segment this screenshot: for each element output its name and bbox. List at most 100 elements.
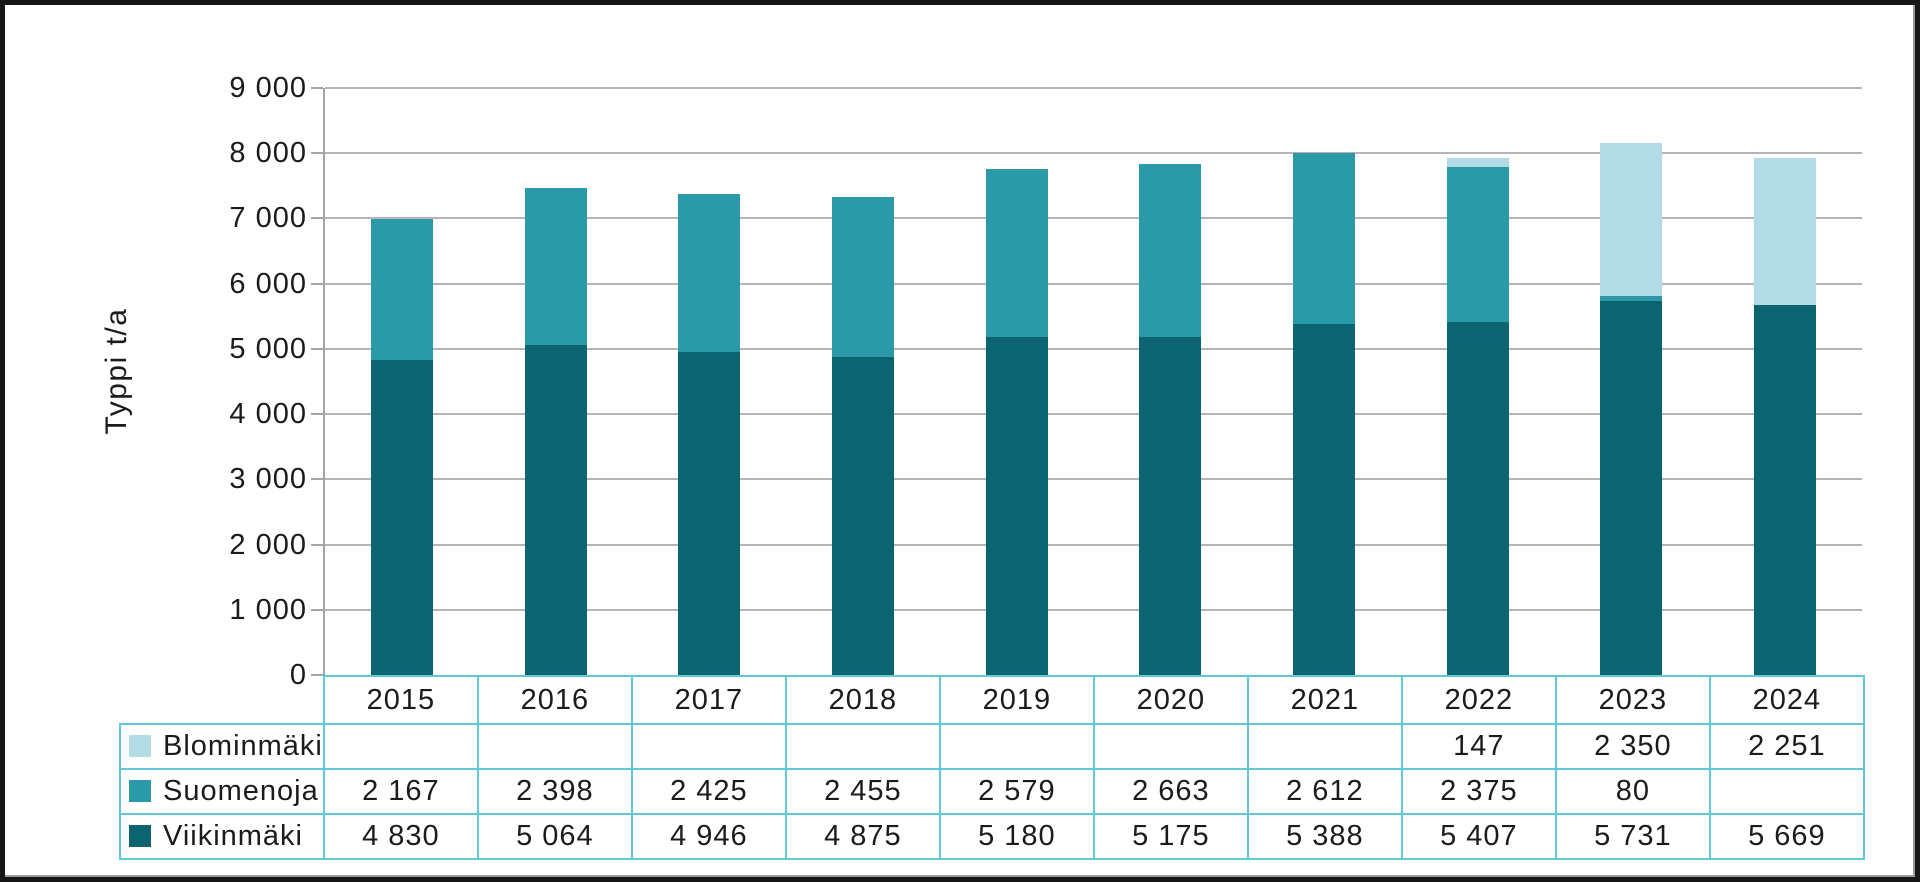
value-cell: 2 398 <box>476 768 633 815</box>
bar-2024 <box>1754 88 1817 675</box>
year-header-cell: 2024 <box>1708 675 1865 725</box>
gridline-6000 <box>325 282 1862 285</box>
bar-segment-Viikinmäki <box>370 359 433 675</box>
year-header-cell: 2017 <box>630 675 787 725</box>
y-axis-tick <box>311 217 323 220</box>
bar-segment-Viikinmäki <box>985 337 1048 675</box>
bar-2019 <box>985 88 1048 675</box>
series-row-Blominmäki: Blominmäki 147 2 350 2 251 <box>119 723 1865 770</box>
year-header-row: 2015 2016 2017 2018 2019 2020 2021 2022 2023 2024 <box>120 675 1865 725</box>
bar-2022 <box>1446 88 1509 675</box>
value-cell: 5 064 <box>476 813 633 860</box>
value-cell: 2 455 <box>784 768 941 815</box>
y-axis-tick <box>311 608 323 611</box>
value-cell: 5 731 <box>1554 813 1711 860</box>
value-cell: 5 388 <box>1246 813 1403 860</box>
legend-swatch-icon <box>129 735 151 757</box>
bar-segment-Suomenoja <box>1446 167 1509 323</box>
bar-segment-Suomenoja <box>1293 153 1356 324</box>
gridline-9000 <box>325 87 1862 89</box>
year-header-cell: 2021 <box>1246 675 1403 725</box>
value-cell: 4 830 <box>322 813 479 860</box>
bar-segment-Viikinmäki <box>1600 301 1663 675</box>
legend-swatch-icon <box>129 780 151 802</box>
bar-segment-Viikinmäki <box>1139 337 1202 675</box>
value-cell: 5 669 <box>1708 813 1865 860</box>
bar-2023 <box>1600 88 1663 675</box>
gridline-5000 <box>325 347 1862 350</box>
legend-cell: Viikinmäki <box>119 813 325 860</box>
y-axis-tick <box>311 478 323 481</box>
value-cell: 5 180 <box>938 813 1095 860</box>
gridline-8000 <box>325 152 1862 155</box>
bar-segment-Suomenoja <box>524 188 587 345</box>
series-row-Suomenoja: Suomenoja 2 167 2 398 2 425 2 455 2 579 2 663 2… <box>119 768 1865 815</box>
y-tick-label: 8 000 <box>229 137 307 170</box>
bar-segment-Blominmäki <box>1600 142 1663 296</box>
bar-segment-Suomenoja <box>370 218 433 360</box>
bar-segment-Suomenoja <box>831 196 894 358</box>
bar-segment-Viikinmäki <box>1754 305 1817 675</box>
legend-label: Blominmäki <box>163 730 323 762</box>
gridline-2000 <box>325 543 1862 546</box>
bar-segment-Blominmäki <box>1446 157 1509 168</box>
bar-segment-Viikinmäki <box>1293 323 1356 675</box>
y-axis-tick <box>311 413 323 416</box>
legend-cell: Blominmäki <box>119 723 325 770</box>
year-header-cell: 2015 <box>322 675 479 725</box>
value-cell: 4 875 <box>784 813 941 860</box>
y-tick-label: 4 000 <box>229 398 307 431</box>
value-cell: 2 612 <box>1246 768 1403 815</box>
y-tick-label: 7 000 <box>229 202 307 235</box>
value-cell <box>476 723 633 770</box>
bar-segment-Blominmäki <box>1754 158 1817 306</box>
value-cell: 4 946 <box>630 813 787 860</box>
value-cell <box>630 723 787 770</box>
year-header-cell: 2022 <box>1400 675 1557 725</box>
y-tick-label: 9 000 <box>229 72 307 104</box>
value-cell: 2 350 <box>1554 723 1711 770</box>
bar-segment-Suomenoja <box>1600 296 1663 302</box>
year-header-cell: 2020 <box>1092 675 1249 725</box>
y-tick-label: 3 000 <box>229 463 307 496</box>
value-cell: 5 175 <box>1092 813 1249 860</box>
value-cell: 5 407 <box>1400 813 1557 860</box>
gridline-3000 <box>325 478 1862 481</box>
bar-2016 <box>524 88 587 675</box>
y-axis-tick <box>311 543 323 546</box>
year-header-cell: 2016 <box>476 675 633 725</box>
y-tick-label: 6 000 <box>229 267 307 300</box>
y-tick-label: 5 000 <box>229 332 307 365</box>
value-cell: 2 425 <box>630 768 787 815</box>
value-cell: 80 <box>1554 768 1711 815</box>
bar-segment-Viikinmäki <box>1446 322 1509 675</box>
gridline-1000 <box>325 608 1862 611</box>
bar-segment-Viikinmäki <box>678 352 741 675</box>
value-cell <box>322 723 479 770</box>
value-cell: 2 663 <box>1092 768 1249 815</box>
value-cell: 2 375 <box>1400 768 1557 815</box>
bar-segment-Suomenoja <box>985 168 1048 338</box>
legend-label: Viikinmäki <box>163 820 304 852</box>
y-tick-label: 0 <box>289 659 307 691</box>
legend-swatch-icon <box>129 825 151 847</box>
bar-segment-Suomenoja <box>1139 163 1202 338</box>
year-header-cell: 2019 <box>938 675 1095 725</box>
legend-label: Suomenoja <box>163 775 319 807</box>
bar-segment-Viikinmäki <box>524 344 587 675</box>
y-tick-label: 1 000 <box>229 593 307 626</box>
year-header-cell: 2018 <box>784 675 941 725</box>
y-axis-tick <box>311 152 323 155</box>
plot-area <box>323 87 1862 675</box>
data-table: 2015 2016 2017 2018 2019 2020 2021 2022 2023 2024… <box>119 675 1865 860</box>
bar-2021 <box>1293 88 1356 675</box>
series-row-Viikinmäki: Viikinmäki 4 830 5 064 4 946 4 875 5 180 5 175… <box>119 813 1865 860</box>
value-cell <box>1246 723 1403 770</box>
value-cell <box>1708 768 1865 815</box>
y-tick-label: 2 000 <box>229 528 307 561</box>
value-cell <box>938 723 1095 770</box>
value-cell: 2 579 <box>938 768 1095 815</box>
gridline-4000 <box>325 413 1862 416</box>
y-axis-tick <box>311 282 323 285</box>
